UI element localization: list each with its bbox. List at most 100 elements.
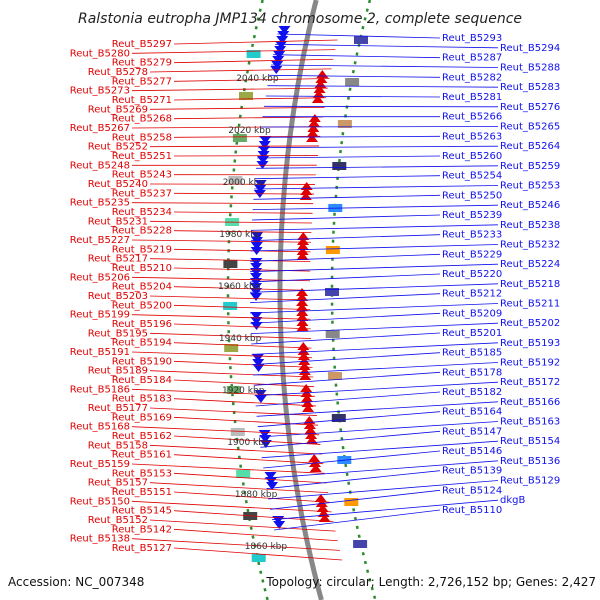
forward-gene-arrow [250,293,263,301]
gene-label-right: Reut_B5287 [442,53,502,64]
reverse-gene-arrow [300,384,313,392]
leader-line-left [173,360,313,368]
gene-label-left: Reut_B5142 [112,524,172,535]
leader-line-right [249,273,441,283]
accession-text: Accession: NC_007348 [8,575,144,589]
leader-line-left [173,528,338,542]
gene-label-right: Reut_B5254 [442,171,502,182]
gene-label-left: Reut_B5273 [70,86,130,97]
leader-line-left [173,211,313,214]
gene-block [328,372,342,380]
leader-line-right [259,135,441,138]
gene-block [251,554,266,562]
kbp-marker: 1880 kbp [235,490,278,500]
forward-gene-arrow [259,136,272,144]
leader-line-left [173,97,327,101]
gene-label-left: Reut_B5206 [70,272,130,283]
gene-block [226,386,241,394]
leader-line-right [251,224,499,231]
leader-line-left [131,276,311,282]
reverse-gene-arrow [296,308,309,316]
gene-label-left: Reut_B5234 [112,207,172,218]
leader-line-right [268,480,499,500]
gene-label-left: Reut_B5157 [88,478,148,489]
forward-gene-arrow [272,56,285,64]
forward-gene-arrow [266,482,279,490]
gene-label-right: Reut_B5253 [500,181,560,192]
leader-line-left [149,258,311,262]
leader-line-right [253,371,441,386]
gene-label-left: Reut_B5196 [112,319,172,330]
gene-label-left: Reut_B5279 [112,58,172,69]
leader-line-right [263,450,441,469]
leader-line-right [260,126,499,128]
leader-line-right [271,499,499,521]
reverse-gene-arrow [318,514,331,522]
gene-label-right: Reut_B5232 [500,240,560,251]
leader-line-left [173,491,330,503]
gene-label-left: Reut_B5161 [112,450,172,461]
forward-gene-arrow [250,283,263,291]
leader-line-right [273,54,441,59]
leader-line-left [131,426,320,436]
gene-label-left: Reut_B5251 [112,151,172,162]
kbp-marker: 2040 kbp [236,74,279,84]
forward-gene-arrow [250,263,263,271]
gene-label-left: Reut_B5145 [112,506,172,517]
gene-block [337,120,352,128]
leader-line-right [251,214,441,221]
gene-label-left: Reut_B5162 [112,431,172,442]
gene-label-left: Reut_B5240 [88,179,148,190]
gene-label-right: Reut_B5147 [442,426,502,437]
gene-label-left: Reut_B5297 [112,39,172,50]
gene-block [232,134,247,142]
gene-label-right: Reut_B5282 [442,72,502,83]
gene-label-right: Reut_B5233 [442,230,502,241]
gene-label-left: Reut_B5168 [70,422,130,433]
leader-line-right [250,253,441,262]
gene-label-left: Reut_B5186 [70,384,130,395]
gene-label-right: Reut_B5246 [500,200,560,211]
gene-label-right: Reut_B5288 [500,63,560,74]
leader-line-right [250,312,441,324]
kbp-marker: 1940 kbp [219,334,262,344]
gene-label-left: Reut_B5280 [70,48,130,59]
leader-line-right [258,421,499,438]
gene-label-right: Reut_B5136 [500,456,560,467]
leader-line-left [173,454,324,465]
leader-line-left [131,239,312,243]
leader-line-left [173,342,312,349]
reverse-gene-arrow [315,499,328,507]
gene-label-right: Reut_B5224 [500,259,560,270]
gene-label-left: Reut_B5248 [70,160,130,171]
leader-line-left [131,388,315,397]
reverse-gene-arrow [296,293,309,301]
gene-labels: Reut_B5297Reut_B5280Reut_B5279Reut_B5278… [70,33,560,554]
forward-gene-arrow [257,151,270,159]
gene-label-left: Reut_B5210 [112,263,172,274]
forward-gene-arrow [278,26,291,34]
gene-label-left: Reut_B5278 [88,67,148,78]
kbp-marker: 1900 kbp [227,438,270,448]
gene-block [239,92,253,100]
leader-line-left [173,116,324,120]
kbp-markers: 2040 kbp 2020 kbp 2000 kbp 1980 kbp 1960 kbp… [218,74,287,552]
reverse-gene-arrow [307,124,320,132]
kbp-marker: 2020 kbp [228,126,271,136]
gene-label-left: Reut_B5235 [70,198,130,209]
leader-line-right [251,332,441,345]
leader-line-right [267,85,499,88]
leader-line-right [269,74,441,78]
gene-label-left: Reut_B5177 [88,403,148,414]
reverse-gene-arrow [314,494,327,502]
gene-label-right: Reut_B5266 [442,112,502,123]
leader-line-left [173,323,311,330]
leader-line-left [173,472,327,484]
forward-gene-arrow [250,258,263,266]
reverse-gene-arrow [306,129,319,137]
gene-label-left: Reut_B5159 [70,459,130,470]
reverse-gene-arrow [298,362,311,370]
gene-label-right: Reut_B5124 [442,485,502,496]
leader-line-right [249,283,499,293]
gene-label-right: Reut_B5238 [500,220,560,231]
